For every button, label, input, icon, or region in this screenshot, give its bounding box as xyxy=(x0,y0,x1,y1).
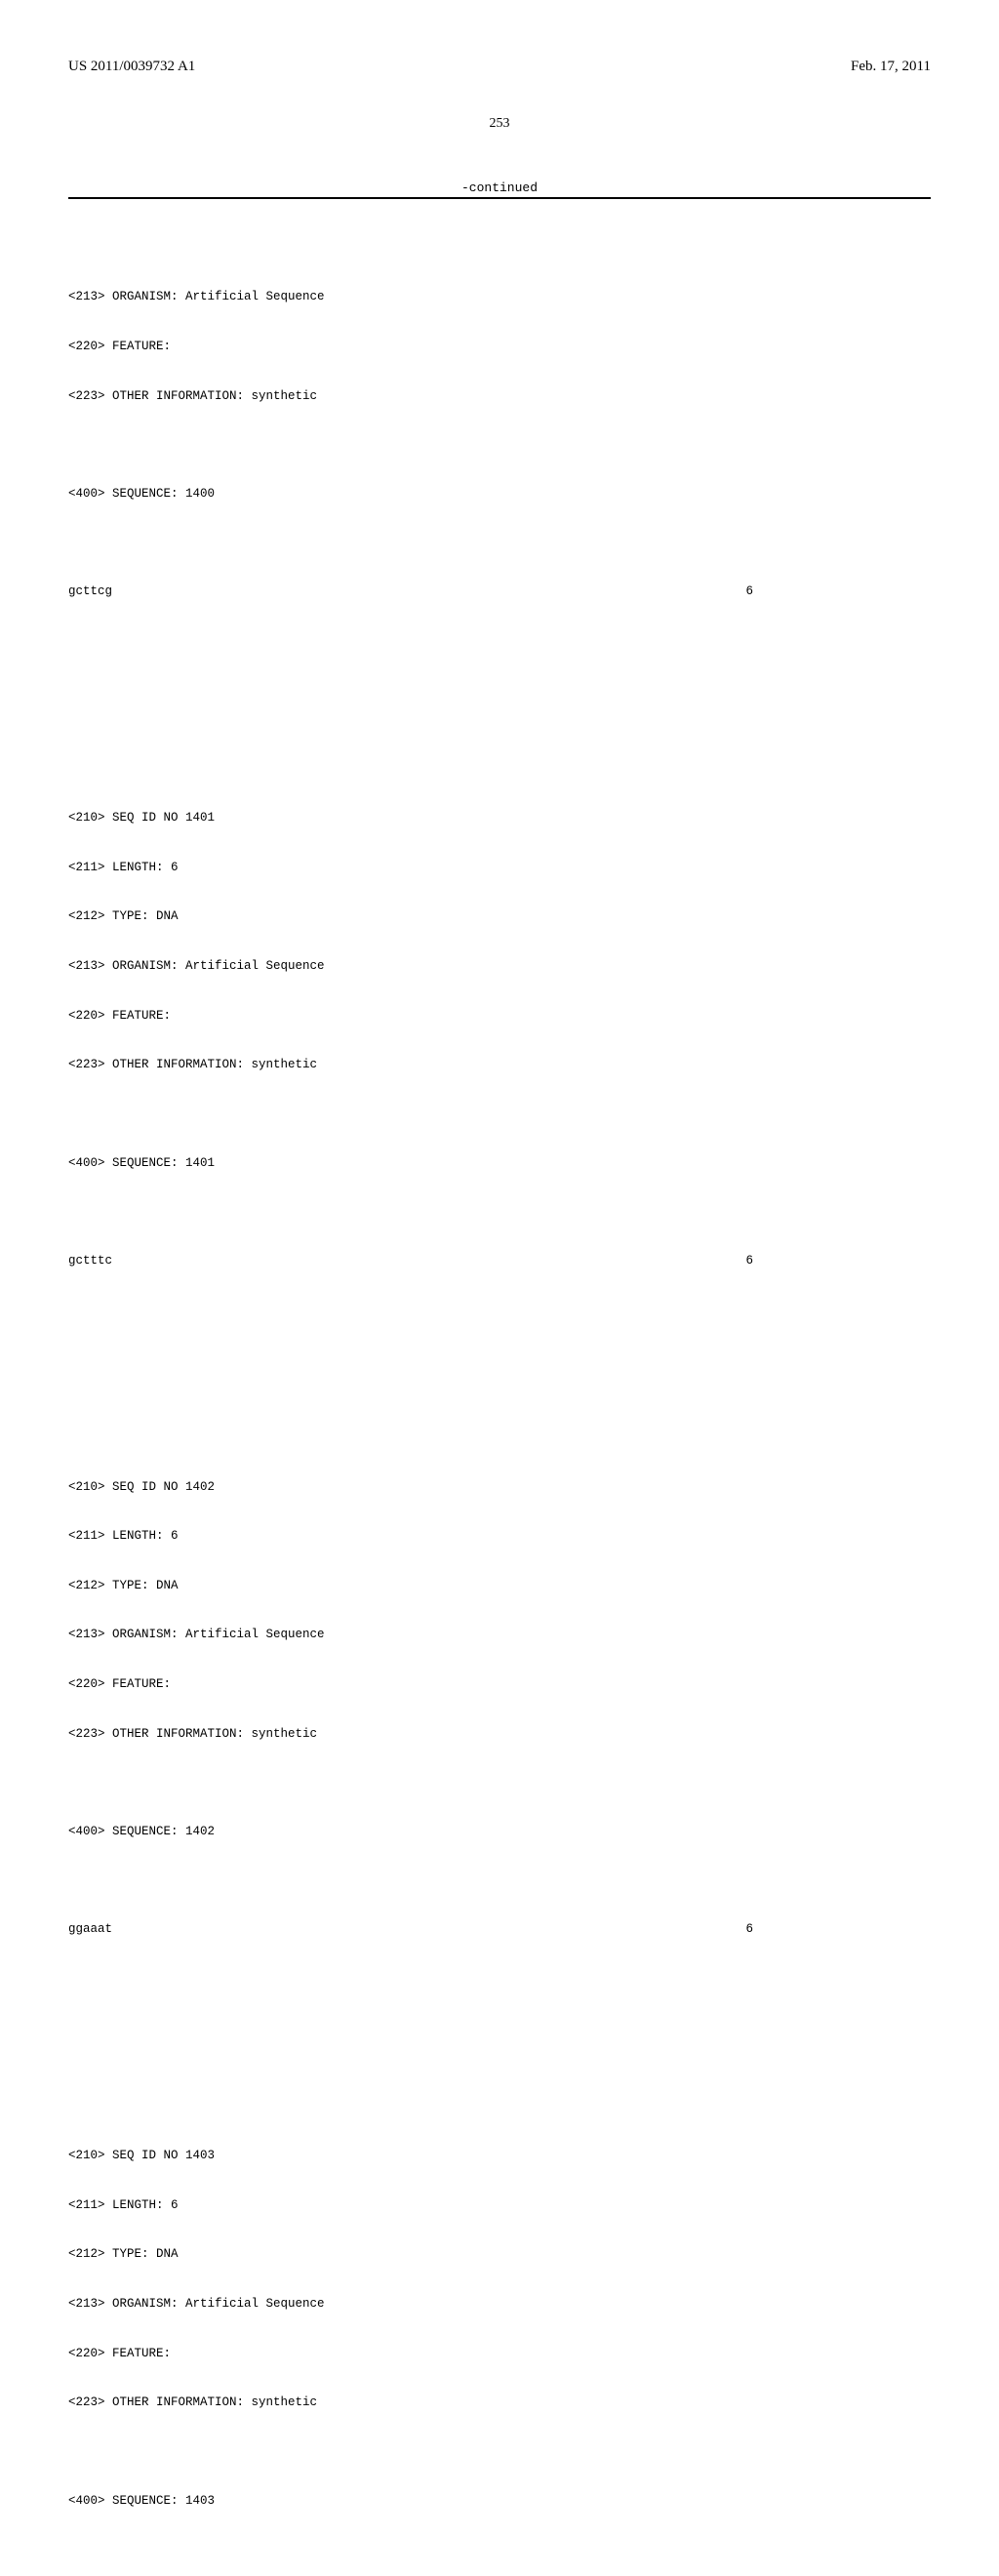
page-container: US 2011/0039732 A1 Feb. 17, 2011 253 -co… xyxy=(0,0,999,2576)
seq-meta-line: <220> FEATURE: xyxy=(68,2346,931,2362)
sequence-row: ggaaat 6 xyxy=(68,1921,761,1938)
seq-meta-line: <220> FEATURE: xyxy=(68,1676,931,1693)
seq-meta-line: <213> ORGANISM: Artificial Sequence xyxy=(68,1627,931,1643)
seq-label-line: <400> SEQUENCE: 1402 xyxy=(68,1824,931,1840)
seq-meta-line: <212> TYPE: DNA xyxy=(68,2246,931,2263)
seq-meta-line: <213> ORGANISM: Artificial Sequence xyxy=(68,2296,931,2313)
sequence-data: gcttcg xyxy=(68,584,112,600)
seq-meta-line: <211> LENGTH: 6 xyxy=(68,2197,931,2214)
seq-meta-line: <223> OTHER INFORMATION: synthetic xyxy=(68,1057,931,1073)
sequence-row: gcttcg 6 xyxy=(68,584,761,600)
seq-label-line: <400> SEQUENCE: 1403 xyxy=(68,2493,931,2510)
seq-meta-line: <223> OTHER INFORMATION: synthetic xyxy=(68,2395,931,2411)
seq-meta-line: <212> TYPE: DNA xyxy=(68,1578,931,1594)
sequence-length: 6 xyxy=(745,1921,761,1938)
seq-label-line: <400> SEQUENCE: 1400 xyxy=(68,486,931,503)
seq-meta-line: <213> ORGANISM: Artificial Sequence xyxy=(68,289,931,305)
sequence-entry: <210> SEQ ID NO 1403 <211> LENGTH: 6 <21… xyxy=(68,2114,931,2576)
sequence-length: 6 xyxy=(745,584,761,600)
seq-meta-line: <210> SEQ ID NO 1401 xyxy=(68,810,931,826)
seq-meta-line: <210> SEQ ID NO 1403 xyxy=(68,2148,931,2164)
sequence-length: 6 xyxy=(745,1253,761,1269)
divider-line xyxy=(68,197,931,199)
sequence-entry: <210> SEQ ID NO 1401 <211> LENGTH: 6 <21… xyxy=(68,777,931,1302)
publication-number: US 2011/0039732 A1 xyxy=(68,59,195,75)
sequence-data: ggaaat xyxy=(68,1921,112,1938)
seq-meta-line: <223> OTHER INFORMATION: synthetic xyxy=(68,1726,931,1743)
sequence-listing: <213> ORGANISM: Artificial Sequence <220… xyxy=(68,207,931,2576)
page-number: 253 xyxy=(68,116,931,132)
seq-meta-line: <220> FEATURE: xyxy=(68,1008,931,1025)
continued-label: -continued xyxy=(68,181,931,195)
seq-meta-line: <220> FEATURE: xyxy=(68,339,931,355)
seq-meta-line: <211> LENGTH: 6 xyxy=(68,860,931,876)
sequence-row: gctttc 6 xyxy=(68,1253,761,1269)
seq-meta-line: <223> OTHER INFORMATION: synthetic xyxy=(68,388,931,405)
seq-meta-line: <210> SEQ ID NO 1402 xyxy=(68,1479,931,1496)
sequence-entry: <213> ORGANISM: Artificial Sequence <220… xyxy=(68,257,931,633)
seq-meta-line: <212> TYPE: DNA xyxy=(68,908,931,925)
seq-meta-line: <213> ORGANISM: Artificial Sequence xyxy=(68,958,931,975)
sequence-data: gctttc xyxy=(68,1253,112,1269)
seq-meta-line: <211> LENGTH: 6 xyxy=(68,1528,931,1545)
seq-label-line: <400> SEQUENCE: 1401 xyxy=(68,1155,931,1172)
publication-date: Feb. 17, 2011 xyxy=(851,59,931,75)
page-header: US 2011/0039732 A1 Feb. 17, 2011 xyxy=(68,59,931,75)
sequence-entry: <210> SEQ ID NO 1402 <211> LENGTH: 6 <21… xyxy=(68,1446,931,1971)
